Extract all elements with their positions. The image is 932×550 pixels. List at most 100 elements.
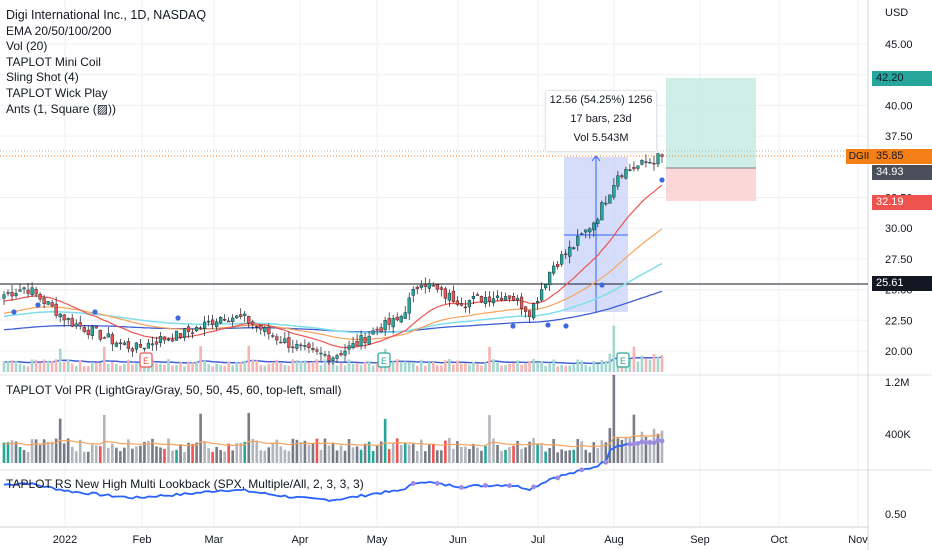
measure-volume: Vol 5.543M	[573, 132, 629, 144]
overlay-volume-bar	[632, 346, 636, 372]
overlay-volume-bar	[311, 361, 315, 372]
time-axis[interactable]: 2022 Feb Mar Apr May Jun Jul Aug Sep Oct Nov	[53, 534, 869, 546]
overlay-volume-bar	[279, 363, 283, 372]
indicator-ants[interactable]: Ants (1, Square (▨))	[6, 101, 117, 116]
overlay-volume-bar	[656, 356, 660, 372]
indicator-sling-shot[interactable]: Sling Shot (4)	[6, 70, 79, 85]
overlay-volume-bar	[247, 345, 251, 372]
candle-body	[162, 336, 167, 341]
candle-body	[339, 353, 343, 356]
ema-20-line	[3, 184, 663, 349]
volume-bar	[66, 438, 70, 463]
overlay-volume-bar	[103, 346, 106, 372]
price-tick-label: 20.00	[885, 346, 913, 358]
candle-body	[379, 327, 383, 332]
candle-body	[363, 337, 367, 344]
candle-body	[30, 287, 34, 295]
overlay-volume-bar	[552, 359, 555, 372]
volume-pane-title[interactable]: TAPLOT Vol PR (LightGray/Gray, 50, 50, 4…	[6, 383, 342, 397]
overlay-volume-bar	[275, 359, 279, 372]
candle-body	[572, 247, 576, 249]
volume-bar	[195, 442, 198, 463]
volume-bar	[18, 447, 22, 463]
prev-price-tag: 34.93	[872, 165, 932, 180]
candle-body	[251, 321, 255, 325]
volume-bar	[391, 442, 395, 463]
overlay-volume-bar	[74, 365, 78, 372]
volume-bar	[263, 450, 267, 463]
candle-body	[219, 317, 223, 324]
overlay-volume-bar	[175, 365, 178, 372]
indicator-wick-play[interactable]: TAPLOT Wick Play	[6, 85, 108, 100]
candle-body	[66, 318, 70, 320]
candle-body	[50, 302, 54, 307]
overlay-volume-bar	[167, 359, 170, 372]
candle-body	[351, 342, 355, 348]
indicator-ema[interactable]: EMA 20/50/100/200	[6, 23, 112, 38]
candle-body	[335, 355, 339, 359]
volume-bar	[135, 446, 138, 463]
volume-bar	[299, 442, 303, 463]
overlay-volume-bar	[42, 359, 46, 372]
volume-bar	[343, 450, 347, 463]
overlay-volume-bar	[227, 361, 230, 372]
candle-body	[387, 318, 391, 325]
overlay-volume-bar	[58, 348, 62, 372]
overlay-volume-bar	[355, 363, 359, 372]
candle-body	[399, 315, 403, 323]
chart-title[interactable]: Digi International Inc., 1D, NASDAQ	[6, 8, 207, 22]
candle-body	[327, 355, 331, 361]
candle-body	[491, 298, 496, 304]
volume-bar	[528, 441, 531, 463]
overlay-volume-bar	[636, 361, 640, 372]
overlay-volume-bar	[267, 363, 271, 372]
time-tick-label: May	[367, 534, 388, 546]
volume-bar	[484, 444, 487, 463]
overlay-volume-bar	[123, 363, 126, 372]
volume-bar	[10, 440, 14, 463]
volume-bar	[2, 442, 6, 463]
symbol-tag: DGII	[846, 149, 872, 164]
volume-bar	[604, 442, 608, 463]
candle-body	[78, 322, 82, 327]
volume-bar	[247, 412, 251, 463]
earnings-icon[interactable]: E	[616, 352, 630, 368]
volume-bar	[371, 450, 375, 463]
candle-body	[483, 297, 488, 304]
volume-bar	[411, 443, 415, 463]
volume-bar	[211, 451, 214, 463]
volume-bar	[480, 450, 483, 463]
volume-bar	[540, 442, 543, 463]
candle-body	[215, 321, 219, 327]
candle-body	[495, 295, 500, 298]
candle-body	[431, 285, 435, 287]
volume-bar	[26, 451, 30, 463]
volume-bar	[524, 447, 527, 463]
volume-bar	[652, 428, 656, 463]
earnings-icon[interactable]: E	[377, 352, 391, 368]
target-zone[interactable]	[666, 78, 756, 168]
volume-bar	[319, 449, 323, 463]
candle-body	[443, 288, 447, 299]
candle-body	[640, 160, 644, 165]
candle-body	[471, 296, 476, 299]
overlay-volume-bar	[415, 365, 419, 372]
volume-bar	[30, 439, 34, 463]
overlay-volume-bar	[203, 360, 206, 372]
overlay-volume-bar	[223, 365, 226, 372]
stop-zone[interactable]	[666, 168, 756, 201]
overlay-volume-bar	[492, 359, 495, 372]
overlay-volume-bar	[399, 362, 403, 372]
indicator-vol[interactable]: Vol (20)	[6, 39, 48, 54]
volume-bar	[78, 439, 82, 463]
candle-body	[391, 318, 395, 328]
rs-pane-title[interactable]: TAPLOT RS New High Multi Lookback (SPX, …	[6, 477, 364, 491]
candle-body	[106, 333, 110, 338]
volume-bar	[203, 441, 206, 463]
indicator-mini-coil[interactable]: TAPLOT Mini Coil	[6, 54, 101, 69]
overlay-volume-bar	[199, 346, 202, 372]
volume-bar	[580, 441, 584, 463]
earnings-icon[interactable]: E	[139, 352, 153, 368]
volume-bar	[656, 433, 660, 463]
